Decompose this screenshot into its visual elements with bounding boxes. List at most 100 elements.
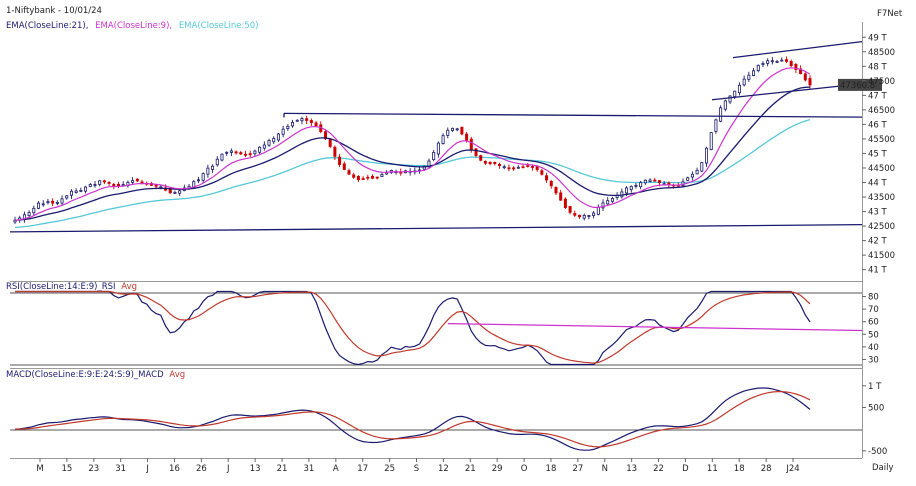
price-axis-label: 46 T (868, 120, 888, 130)
candle-body (239, 152, 243, 155)
candle-body (13, 219, 17, 223)
candle-body (27, 212, 31, 216)
candle-body (610, 198, 614, 202)
candle-body (121, 184, 125, 186)
resistance-line (283, 112, 863, 118)
date-axis-label: 22 (653, 464, 664, 474)
candle-body (41, 203, 45, 206)
candle-body (46, 201, 50, 204)
rsi-title-avg: Avg (121, 282, 137, 292)
candle-body (601, 202, 605, 209)
candle-body (131, 180, 135, 183)
candle-body (55, 201, 59, 204)
price-axis-label: 44 T (868, 179, 888, 189)
candle-body (93, 184, 97, 187)
candle-body (446, 129, 450, 136)
rsi-trendline (447, 322, 863, 332)
rsi-line (15, 290, 811, 366)
candle-body (229, 150, 233, 153)
rsi-axis-label: 60 (868, 318, 879, 328)
price-axis-label: 42500 (868, 222, 895, 232)
candle-body (314, 122, 318, 127)
candle-body (803, 73, 807, 81)
rsi-axis-label: 80 (868, 293, 879, 303)
candle-body (483, 161, 487, 164)
candle-body (135, 178, 139, 182)
candle-body (625, 187, 629, 194)
rsi-axis-label: 70 (868, 305, 879, 315)
candle-body (215, 158, 219, 166)
candle-body (248, 153, 252, 156)
candle-body (234, 151, 238, 154)
candle-body (521, 166, 525, 169)
candle-body (244, 153, 248, 156)
candle-body (88, 184, 92, 187)
candle-body (540, 170, 544, 175)
candle-body (465, 133, 469, 141)
candle-body (32, 207, 36, 214)
top-right-label: F7Net (877, 9, 903, 19)
candle-body (276, 133, 280, 141)
candle-body (502, 166, 506, 169)
ema50-line (14, 118, 811, 229)
rsi-axis-label: 30 (868, 355, 879, 365)
ema-layer (14, 67, 811, 221)
macd-layer (14, 387, 811, 451)
price-axis-label: 46500 (868, 106, 895, 116)
candle-body (596, 207, 600, 215)
candle-body (728, 95, 732, 103)
date-axis-label: N (602, 464, 608, 474)
date-axis-label: J24 (785, 464, 799, 474)
price-axis-label: 48500 (868, 48, 895, 58)
candle-body (516, 166, 520, 169)
candle-body (634, 184, 638, 187)
candle-body (705, 147, 709, 164)
candle-body (794, 64, 798, 70)
candle-body (733, 90, 737, 98)
candle-body (460, 126, 464, 135)
candle-body (84, 186, 88, 192)
candle-body (291, 121, 295, 127)
ema50-layer (14, 118, 811, 229)
candle-body (432, 152, 436, 160)
candle-body (455, 128, 459, 131)
candle-body (775, 60, 779, 63)
rsi-title-prefix: RSI(CloseLine:14:E:9)_RSI (6, 282, 116, 292)
candle-body (747, 74, 751, 80)
candle-body (178, 190, 182, 194)
price-axis-label: 43 T (868, 208, 888, 218)
candle-body (347, 170, 351, 175)
price-axis-label: 41500 (868, 251, 895, 261)
price-axis-label: 45500 (868, 135, 895, 145)
candle-body (65, 195, 69, 199)
candle-body (60, 198, 64, 204)
price-axis-label: 42 T (868, 237, 888, 247)
candle-body (441, 135, 445, 144)
macd-title-prefix: MACD(CloseLine:E:9:E:24:S:9)_MACD (6, 370, 164, 380)
candle-body (752, 70, 756, 76)
candle-body (206, 167, 210, 175)
candle-body (272, 138, 276, 143)
timeframe-label: Daily (872, 463, 894, 473)
candle-body (140, 181, 144, 184)
rsi-title: RSI(CloseLine:14:E:9)_RSI Avg (6, 282, 137, 292)
candle-body (657, 180, 661, 184)
date-axis-label: S (414, 464, 419, 474)
candle-body (563, 198, 567, 208)
candle-body (545, 175, 549, 181)
candle-body (643, 179, 647, 184)
candle-body (784, 59, 788, 62)
date-axis-label: 17 (357, 464, 368, 474)
candle-body (766, 60, 770, 64)
date-axis-label: 26 (196, 464, 207, 474)
date-axis-label: 27 (572, 464, 583, 474)
candle-body (107, 182, 111, 184)
candle-body (488, 161, 492, 165)
candle-body (512, 167, 516, 170)
candle-body (709, 132, 713, 150)
candle-body (352, 174, 356, 178)
date-axis-label: 13 (626, 464, 637, 474)
rsi-axis-label: 50 (868, 330, 879, 340)
candle-body (761, 63, 765, 65)
candle-body (267, 140, 271, 146)
